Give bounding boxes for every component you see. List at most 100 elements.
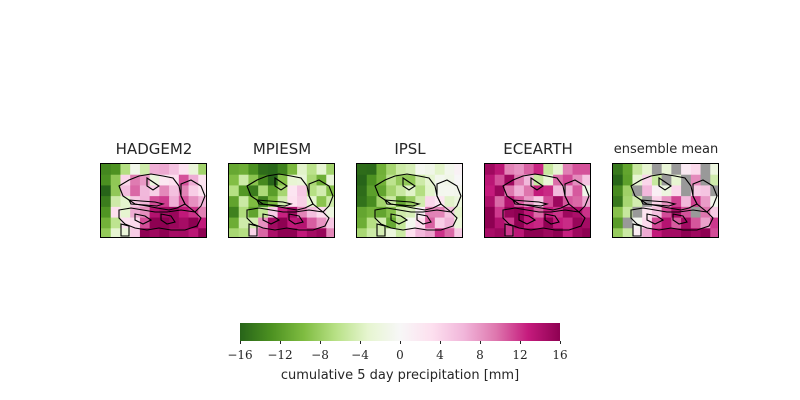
heatmap-cell [306, 206, 318, 219]
heatmap-cell [297, 185, 308, 197]
heatmap-cell [613, 164, 624, 176]
heatmap-cell [671, 228, 682, 237]
heatmap-cell [188, 217, 199, 229]
country-border [134, 213, 153, 225]
heatmap-cell [690, 185, 702, 197]
heatmap-cell [405, 228, 416, 237]
heatmap-cell [316, 206, 327, 219]
heatmap-cell [248, 217, 259, 229]
heatmap-cell [661, 174, 672, 186]
heatmap-cell [386, 228, 397, 237]
heatmap-cell [287, 174, 298, 186]
country-border [256, 199, 293, 207]
heatmap-cell [287, 228, 298, 237]
heatmap-cell [198, 164, 206, 176]
heatmap-cell [690, 164, 702, 176]
heatmap-cell [494, 196, 505, 208]
heatmap-cell [434, 228, 446, 237]
heatmap-cell [632, 228, 643, 237]
heatmap-cell [533, 185, 544, 197]
heatmap-cell [494, 185, 505, 197]
heatmap-svg [357, 164, 462, 237]
heatmap-cell [306, 164, 318, 176]
heatmap-cell [357, 217, 368, 229]
heatmap-cell [395, 185, 407, 197]
heatmap-cell [523, 164, 535, 176]
heatmap-cell [523, 206, 535, 219]
heatmap-cell [366, 185, 377, 197]
heatmap-cell [110, 228, 121, 237]
heatmap-cell [248, 174, 259, 186]
heatmap-cell [169, 185, 180, 197]
heatmap-cell [277, 185, 288, 197]
heatmap-cell [229, 217, 240, 229]
heatmap-cell [632, 217, 643, 229]
heatmap-cell [533, 174, 544, 186]
heatmap-cell [651, 228, 663, 237]
heatmap-cell [277, 217, 288, 229]
heatmap-cell [700, 185, 711, 197]
heatmap-cell [485, 228, 496, 237]
heatmap-cell [504, 206, 515, 219]
heatmap-cell [642, 174, 653, 186]
heatmap-cell [613, 174, 624, 186]
heatmap-cell [267, 185, 279, 197]
heatmap-cell [149, 228, 160, 237]
heatmap-cell [178, 217, 190, 229]
heatmap-cell [454, 217, 462, 229]
heatmap-cell [188, 174, 199, 186]
heatmap-cell [434, 217, 446, 229]
country-border [120, 223, 130, 237]
heatmap-cell [395, 174, 407, 186]
heatmap-svg [485, 164, 590, 237]
panel-title: ensemble mean [613, 142, 719, 157]
heatmap-cell [553, 206, 564, 219]
heatmap-cell [661, 185, 672, 197]
heatmap-cell [671, 164, 682, 176]
colorbar-tick-mark [279, 341, 281, 344]
country-border [640, 199, 677, 207]
heatmap-cell [258, 164, 269, 176]
heatmap-cell [572, 196, 583, 208]
heatmap-cell [110, 206, 121, 219]
heatmap-cell [357, 164, 368, 176]
heatmap-cell [504, 217, 515, 229]
colorbar-tick-mark [359, 341, 361, 344]
heatmap-cell [386, 196, 397, 208]
heatmap-cell [178, 228, 190, 237]
heatmap-cell [504, 196, 515, 208]
heatmap-cell [690, 206, 702, 219]
panel-title: ECEARTH [503, 140, 573, 158]
heatmap-cell [366, 206, 377, 219]
heatmap-cell [710, 174, 718, 186]
heatmap-cell [405, 164, 416, 176]
heatmap-cell [110, 164, 121, 176]
heatmap-cell [198, 217, 206, 229]
heatmap-cell [642, 164, 653, 176]
heatmap-cell [514, 164, 525, 176]
colorbar-tick-mark [399, 341, 401, 344]
heatmap-cell [444, 206, 455, 219]
heatmap-cell [562, 228, 574, 237]
heatmap-cell [238, 206, 249, 219]
heatmap-cell [120, 196, 131, 208]
heatmap-cell [326, 206, 334, 219]
heatmap-cell [238, 228, 249, 237]
heatmap-cell [258, 185, 269, 197]
heatmap-cell [415, 217, 426, 229]
country-border [658, 176, 672, 191]
country-border [646, 213, 665, 225]
country-border [180, 179, 206, 213]
heatmap-cell [316, 174, 327, 186]
heatmap-cell [425, 164, 436, 176]
heatmap-cell [139, 185, 151, 197]
heatmap-cell [661, 228, 672, 237]
heatmap-cell [562, 164, 574, 176]
heatmap-cell [651, 164, 663, 176]
heatmap-cell [485, 174, 496, 186]
heatmap-cell [120, 217, 131, 229]
country-border [374, 207, 458, 231]
heatmap-cell [572, 164, 583, 176]
heatmap-cell [434, 164, 446, 176]
heatmap-cell [267, 164, 279, 176]
